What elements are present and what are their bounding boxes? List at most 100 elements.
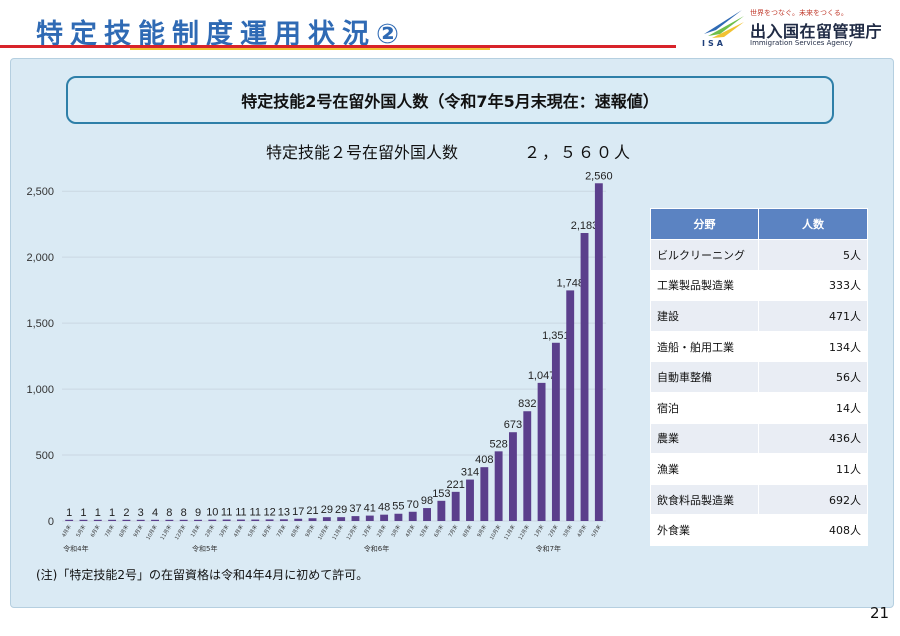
- bar: [509, 432, 517, 521]
- bar: [208, 519, 217, 521]
- field-count: 333人: [758, 269, 868, 302]
- agency-name-jp: 出入国在留管理庁: [750, 22, 883, 41]
- x-category-label: 9月末: [304, 524, 317, 539]
- page-number: 21: [870, 604, 890, 622]
- x-category-label: 9月末: [475, 524, 488, 539]
- x-category-label: 6月末: [432, 524, 445, 539]
- bar: [165, 519, 174, 521]
- bar: [351, 516, 360, 521]
- subtitle-box: 特定技能2号在留外国人数（令和7年5月末現在：速報値）: [66, 76, 834, 124]
- x-category-label: 1月末: [533, 524, 546, 539]
- bar: [308, 518, 317, 521]
- x-category-label: 7月末: [275, 524, 288, 539]
- bar-value-label: 3: [138, 507, 144, 519]
- bar-value-label: 1,351: [542, 330, 570, 342]
- bar-value-label: 221: [447, 479, 465, 491]
- x-year-label: 令和4年: [63, 544, 88, 553]
- bar: [451, 491, 460, 521]
- bar: [265, 519, 274, 521]
- subtitle-text: 特定技能2号在留外国人数（令和7年5月末現在：速報値）: [241, 92, 659, 111]
- x-category-label: 10月末: [316, 524, 330, 542]
- y-tick-label: 2,500: [26, 186, 54, 198]
- field-count: 14人: [758, 391, 868, 424]
- field-table: 分野 人数 ビルクリーニング 5人 工業製品製造業 333人 建設 471人 造船・舶…: [650, 208, 868, 546]
- slide-title: 特定技能制度運用状況②: [36, 19, 406, 50]
- x-category-label: 6月末: [261, 524, 274, 539]
- x-category-label: 11月末: [159, 524, 173, 542]
- agency-name-en: Immigration Services Agency: [750, 39, 853, 47]
- bar-value-label: 528: [489, 438, 507, 450]
- field-name: 自動車整備: [650, 361, 759, 393]
- x-year-label: 令和5年: [192, 544, 217, 553]
- field-name: 漁業: [650, 453, 759, 485]
- x-category-label: 8月末: [289, 524, 302, 539]
- x-category-label: 10月末: [488, 524, 502, 542]
- x-category-label: 2月末: [203, 524, 216, 539]
- bar: [423, 508, 431, 521]
- x-category-label: 3月末: [389, 524, 402, 539]
- field-table-header-row: 分野 人数: [650, 208, 868, 240]
- x-category-label: 2月末: [547, 524, 560, 539]
- bar-value-label: 1: [80, 507, 86, 519]
- bar: [279, 519, 288, 521]
- bar: [551, 342, 560, 521]
- bar-value-label: 17: [292, 506, 304, 518]
- field-count: 134人: [758, 330, 868, 363]
- y-tick-label: 1,500: [26, 318, 54, 330]
- bar-value-label: 8: [181, 507, 187, 519]
- y-tick-label: 1,000: [26, 384, 54, 396]
- x-category-label: 7月末: [103, 524, 116, 539]
- field-count: 471人: [758, 300, 868, 332]
- x-category-label: 3月末: [218, 524, 231, 539]
- bar-value-label: 2,560: [585, 170, 613, 182]
- x-category-label: 10月末: [145, 524, 159, 542]
- x-category-label: 2月末: [375, 524, 388, 539]
- footnote: (注)「特定技能2号」の在留資格は令和4年4月に初めて許可。: [36, 568, 369, 582]
- bar: [108, 519, 117, 521]
- x-category-label: 12月末: [345, 524, 359, 542]
- bar: [523, 411, 532, 521]
- bar: [566, 290, 575, 521]
- bar-value-label: 11: [235, 507, 246, 519]
- bar: [251, 519, 260, 521]
- bar: [237, 519, 245, 521]
- field-column-header: 分野: [650, 208, 759, 240]
- field-name: 建設: [650, 300, 759, 332]
- bar-value-label: 8: [166, 507, 172, 519]
- bar: [294, 518, 303, 521]
- bar: [594, 183, 603, 521]
- bar: [136, 519, 145, 521]
- field-count: 56人: [758, 361, 868, 393]
- field-name: 農業: [650, 422, 759, 455]
- table-row: 建設 471人: [650, 300, 868, 332]
- x-category-label: 11月末: [502, 524, 516, 542]
- x-category-label: 6月末: [89, 524, 102, 539]
- bar: [151, 519, 159, 521]
- bar: [394, 513, 403, 521]
- x-category-label: 4月末: [404, 524, 417, 539]
- bar: [494, 451, 503, 521]
- field-count: 5人: [758, 239, 868, 271]
- bar-value-label: 70: [407, 499, 419, 511]
- bar-value-label: 13: [278, 506, 290, 518]
- x-category-label: 11月末: [331, 524, 345, 542]
- x-category-label: 12月末: [173, 524, 187, 542]
- field-count: 408人: [758, 514, 868, 546]
- count-column-header: 人数: [758, 208, 868, 240]
- x-category-label: 4月末: [232, 524, 245, 539]
- bar: [79, 519, 88, 521]
- field-count: 692人: [758, 483, 868, 516]
- field-name: ビルクリーニング: [650, 239, 759, 271]
- table-row: ビルクリーニング 5人: [650, 239, 868, 271]
- table-row: 外食業 408人: [650, 514, 868, 546]
- isa-wing-icon: [704, 10, 744, 38]
- bar-value-label: 2: [123, 507, 129, 519]
- bar-value-label: 4: [152, 507, 158, 519]
- bar-value-label: 98: [421, 495, 433, 507]
- field-name: 外食業: [650, 514, 759, 546]
- y-tick-label: 2,000: [26, 252, 54, 264]
- x-category-label: 3月末: [561, 524, 574, 539]
- x-category-label: 12月末: [517, 524, 531, 542]
- agency-logo: 世界をつなぐ。未来をつくる。 出入国在留管理庁 Immigration Serv…: [702, 8, 892, 50]
- bar: [580, 233, 589, 522]
